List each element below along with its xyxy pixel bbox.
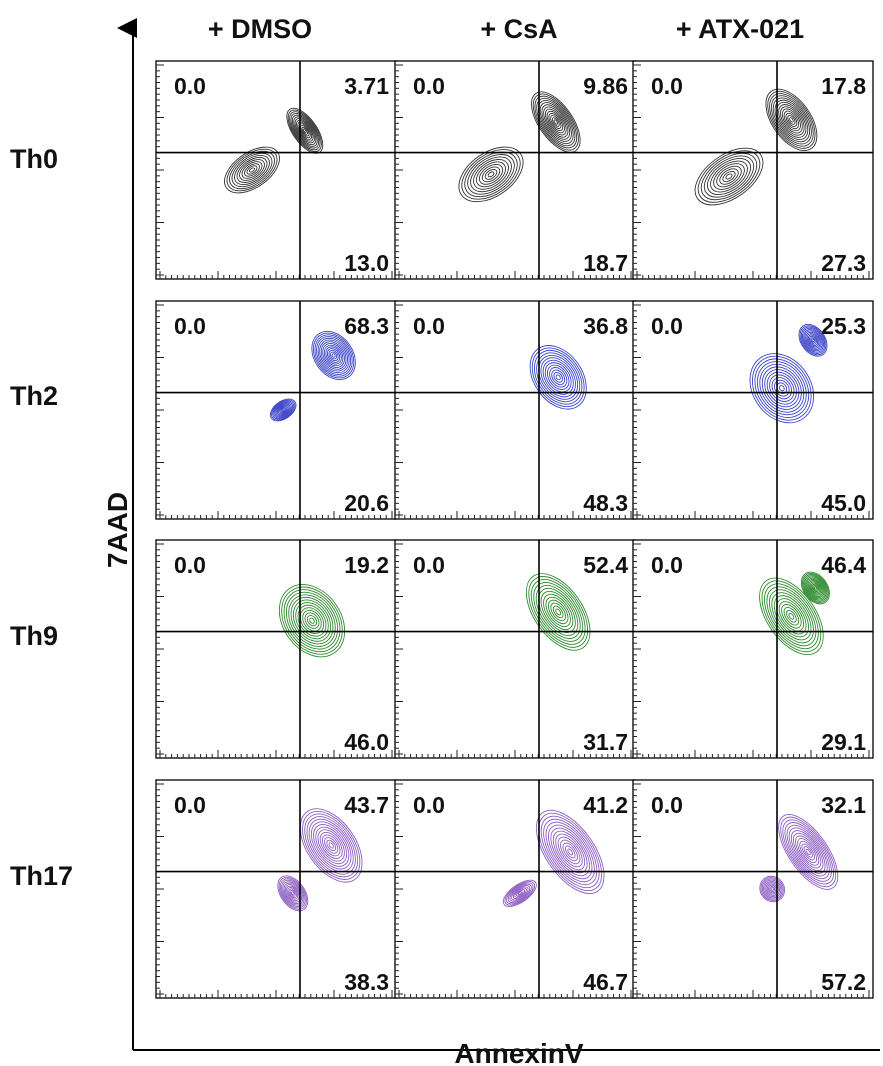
panel-th9-dmso: 0.0 19.2 46.0 bbox=[156, 540, 396, 758]
quadrant-lower-right-value: 27.3 bbox=[821, 250, 866, 276]
quadrant-upper-right-value: 46.4 bbox=[821, 552, 866, 578]
panel-th2-csa: 0.0 36.8 48.3 bbox=[395, 301, 635, 519]
quadrant-upper-left-value: 0.0 bbox=[413, 792, 445, 818]
quadrant-lower-right-value: 48.3 bbox=[583, 490, 628, 516]
panel-grid: 0.0 3.71 13.0 0.0 9.86 18.7 0.0 17.8 27.3 0.0 68.3… bbox=[156, 61, 873, 998]
quadrant-lower-right-value: 46.0 bbox=[344, 729, 389, 755]
quadrant-lower-right-value: 57.2 bbox=[821, 969, 866, 995]
quadrant-lower-right-value: 18.7 bbox=[583, 250, 628, 276]
panel-th17-dmso: 0.0 43.7 38.3 bbox=[156, 780, 396, 998]
quadrant-upper-right-value: 36.8 bbox=[583, 313, 628, 339]
panel-th2-dmso: 0.0 68.3 20.6 bbox=[156, 301, 396, 519]
quadrant-upper-left-value: 0.0 bbox=[174, 792, 206, 818]
panel-th2-atx021: 0.0 25.3 45.0 bbox=[633, 301, 873, 519]
quadrant-upper-left-value: 0.0 bbox=[174, 73, 206, 99]
row-title-th9: Th9 bbox=[10, 621, 58, 651]
quadrant-lower-right-value: 13.0 bbox=[344, 250, 389, 276]
quadrant-lower-right-value: 20.6 bbox=[344, 490, 389, 516]
x-axis-title: AnnexinV bbox=[454, 1038, 583, 1066]
column-title-csa: + CsA bbox=[480, 14, 557, 44]
quadrant-lower-right-value: 45.0 bbox=[821, 490, 866, 516]
column-title-dmso: + DMSO bbox=[208, 14, 312, 44]
quadrant-upper-left-value: 0.0 bbox=[651, 313, 683, 339]
panel-th0-atx021: 0.0 17.8 27.3 bbox=[633, 61, 873, 279]
row-title-th17: Th17 bbox=[10, 861, 73, 891]
quadrant-upper-right-value: 25.3 bbox=[821, 313, 866, 339]
panel-th0-csa: 0.0 9.86 18.7 bbox=[395, 61, 635, 279]
y-axis-title: 7AAD bbox=[102, 492, 133, 568]
quadrant-upper-left-value: 0.0 bbox=[174, 313, 206, 339]
panel-th0-dmso: 0.0 3.71 13.0 bbox=[156, 61, 396, 279]
quadrant-lower-right-value: 29.1 bbox=[821, 729, 866, 755]
column-title-atx021: + ATX-021 bbox=[676, 14, 804, 44]
quadrant-upper-right-value: 17.8 bbox=[821, 73, 866, 99]
panel-th17-csa: 0.0 41.2 46.7 bbox=[395, 780, 635, 998]
quadrant-upper-left-value: 0.0 bbox=[174, 552, 206, 578]
quadrant-upper-left-value: 0.0 bbox=[651, 552, 683, 578]
panel-th9-csa: 0.0 52.4 31.7 bbox=[395, 540, 635, 758]
quadrant-lower-right-value: 46.7 bbox=[583, 969, 628, 995]
quadrant-upper-right-value: 32.1 bbox=[821, 792, 866, 818]
quadrant-upper-left-value: 0.0 bbox=[413, 73, 445, 99]
panel-th17-atx021: 0.0 32.1 57.2 bbox=[633, 780, 873, 998]
quadrant-upper-right-value: 52.4 bbox=[583, 552, 628, 578]
quadrant-upper-left-value: 0.0 bbox=[651, 73, 683, 99]
quadrant-upper-left-value: 0.0 bbox=[651, 792, 683, 818]
row-title-th2: Th2 bbox=[10, 381, 58, 411]
quadrant-upper-left-value: 0.0 bbox=[413, 313, 445, 339]
quadrant-upper-right-value: 41.2 bbox=[583, 792, 628, 818]
quadrant-upper-right-value: 68.3 bbox=[344, 313, 389, 339]
quadrant-upper-right-value: 19.2 bbox=[344, 552, 389, 578]
quadrant-upper-right-value: 9.86 bbox=[583, 73, 628, 99]
quadrant-upper-right-value: 43.7 bbox=[344, 792, 389, 818]
row-title-th0: Th0 bbox=[10, 144, 58, 174]
quadrant-lower-right-value: 31.7 bbox=[583, 729, 628, 755]
quadrant-lower-right-value: 38.3 bbox=[344, 969, 389, 995]
quadrant-upper-left-value: 0.0 bbox=[413, 552, 445, 578]
panel-th9-atx021: 0.0 46.4 29.1 bbox=[633, 540, 873, 758]
quadrant-upper-right-value: 3.71 bbox=[344, 73, 389, 99]
